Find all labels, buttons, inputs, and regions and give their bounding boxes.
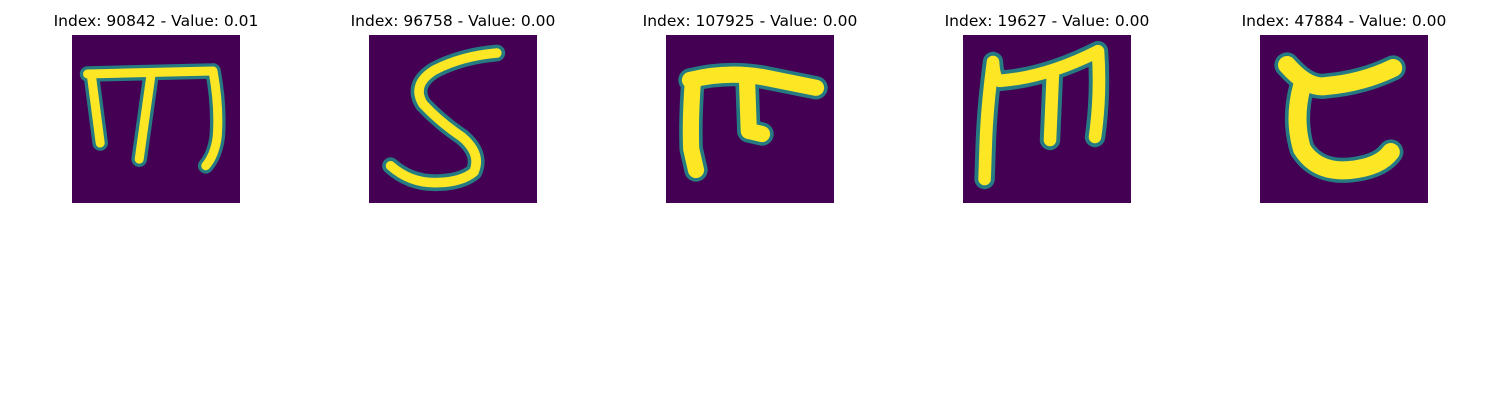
panel-3: Index: 19627 - Value: 0.00 xyxy=(897,8,1197,208)
panel-title: Index: 47884 - Value: 0.00 xyxy=(1241,12,1447,30)
panel-0: Index: 90842 - Value: 0.01 xyxy=(6,8,306,208)
panel-title: Index: 96758 - Value: 0.00 xyxy=(350,12,556,30)
panel-title: Index: 107925 - Value: 0.00 xyxy=(642,12,858,30)
panel-title: Index: 19627 - Value: 0.00 xyxy=(944,12,1150,30)
glyph-image-4 xyxy=(1260,35,1428,203)
glyph-image-1 xyxy=(369,35,537,203)
glyph-image-3 xyxy=(963,35,1131,203)
panel-4: Index: 47884 - Value: 0.00 xyxy=(1194,8,1494,208)
glyph-image-2 xyxy=(666,35,834,203)
panel-1: Index: 96758 - Value: 0.00 xyxy=(303,8,603,208)
panel-title: Index: 90842 - Value: 0.01 xyxy=(53,12,259,30)
panel-2: Index: 107925 - Value: 0.00 xyxy=(600,8,900,208)
glyph-image-0 xyxy=(72,35,240,203)
